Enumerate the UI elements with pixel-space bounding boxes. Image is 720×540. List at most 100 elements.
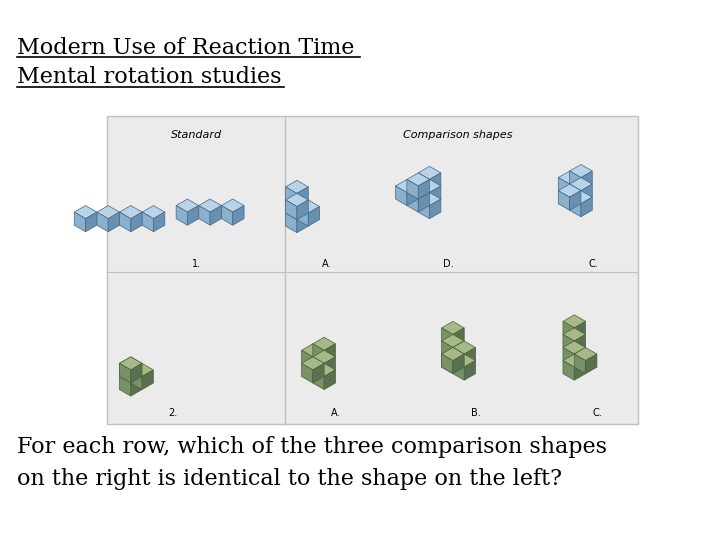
Polygon shape [558, 171, 581, 184]
Polygon shape [120, 363, 131, 383]
Polygon shape [430, 186, 441, 206]
Polygon shape [120, 370, 142, 383]
Polygon shape [131, 363, 142, 383]
Polygon shape [153, 212, 165, 232]
Polygon shape [407, 186, 418, 206]
Text: Mental rotation studies: Mental rotation studies [17, 66, 282, 89]
Polygon shape [97, 212, 108, 232]
Polygon shape [142, 212, 153, 232]
Polygon shape [131, 212, 142, 232]
Polygon shape [86, 212, 97, 232]
Polygon shape [131, 370, 142, 389]
Polygon shape [286, 200, 297, 220]
Polygon shape [74, 206, 97, 219]
Polygon shape [297, 200, 308, 220]
Text: Modern Use of Reaction Time: Modern Use of Reaction Time [17, 37, 354, 58]
Polygon shape [464, 361, 475, 380]
Polygon shape [575, 348, 597, 361]
Text: B.: B. [472, 408, 481, 418]
Polygon shape [453, 348, 464, 367]
Text: A.: A. [331, 408, 341, 418]
Polygon shape [199, 199, 222, 212]
Polygon shape [575, 354, 585, 374]
Text: Standard: Standard [171, 130, 222, 140]
Polygon shape [575, 348, 585, 367]
Polygon shape [430, 199, 441, 219]
Polygon shape [563, 328, 585, 341]
Polygon shape [418, 179, 430, 199]
Polygon shape [131, 363, 153, 376]
Polygon shape [418, 192, 441, 206]
Polygon shape [297, 213, 308, 233]
Polygon shape [453, 341, 475, 354]
Polygon shape [570, 165, 593, 178]
Polygon shape [297, 206, 308, 226]
Polygon shape [312, 357, 324, 376]
Polygon shape [312, 350, 336, 363]
Polygon shape [570, 171, 581, 191]
Polygon shape [297, 187, 308, 206]
Polygon shape [464, 348, 475, 367]
Polygon shape [297, 200, 320, 213]
Polygon shape [297, 200, 308, 220]
Polygon shape [407, 179, 418, 199]
Polygon shape [430, 173, 441, 192]
Polygon shape [210, 206, 222, 225]
Polygon shape [441, 321, 464, 334]
Text: A.: A. [322, 259, 332, 269]
Polygon shape [441, 328, 453, 348]
Polygon shape [312, 344, 324, 363]
Polygon shape [453, 341, 464, 361]
FancyBboxPatch shape [107, 116, 638, 424]
Polygon shape [312, 363, 324, 383]
Text: on the right is identical to the shape on the left?: on the right is identical to the shape o… [17, 468, 562, 490]
Polygon shape [563, 348, 575, 367]
Polygon shape [407, 186, 430, 199]
Polygon shape [453, 354, 464, 374]
Polygon shape [563, 354, 585, 367]
Polygon shape [570, 178, 593, 191]
Text: C.: C. [593, 408, 603, 418]
Polygon shape [222, 206, 233, 225]
Polygon shape [581, 184, 593, 204]
Polygon shape [407, 173, 430, 186]
Polygon shape [575, 361, 585, 380]
Polygon shape [441, 354, 453, 374]
Polygon shape [570, 184, 581, 204]
Polygon shape [120, 376, 131, 396]
Polygon shape [418, 186, 430, 206]
Polygon shape [286, 206, 308, 220]
Polygon shape [441, 334, 464, 348]
Polygon shape [558, 184, 581, 197]
Polygon shape [575, 321, 585, 341]
Polygon shape [308, 206, 320, 226]
Polygon shape [120, 357, 142, 370]
Polygon shape [441, 348, 464, 361]
Polygon shape [286, 187, 297, 206]
Polygon shape [120, 206, 142, 219]
Polygon shape [453, 361, 464, 380]
Polygon shape [395, 186, 407, 206]
Polygon shape [324, 357, 336, 376]
Polygon shape [418, 166, 441, 179]
Text: C.: C. [588, 259, 598, 269]
Text: For each row, which of the three comparison shapes: For each row, which of the three compari… [17, 436, 607, 458]
Polygon shape [395, 179, 418, 192]
Polygon shape [418, 199, 430, 219]
Polygon shape [407, 192, 418, 212]
Polygon shape [302, 344, 324, 357]
Polygon shape [131, 363, 142, 383]
Polygon shape [120, 357, 142, 370]
Polygon shape [324, 344, 336, 363]
Polygon shape [312, 370, 324, 389]
Polygon shape [441, 354, 453, 374]
Polygon shape [187, 206, 199, 225]
Polygon shape [581, 197, 593, 217]
Polygon shape [563, 321, 575, 341]
Polygon shape [233, 206, 244, 225]
Polygon shape [142, 370, 153, 389]
Polygon shape [302, 350, 312, 370]
Polygon shape [120, 363, 131, 383]
Polygon shape [286, 200, 297, 220]
Polygon shape [97, 206, 120, 219]
